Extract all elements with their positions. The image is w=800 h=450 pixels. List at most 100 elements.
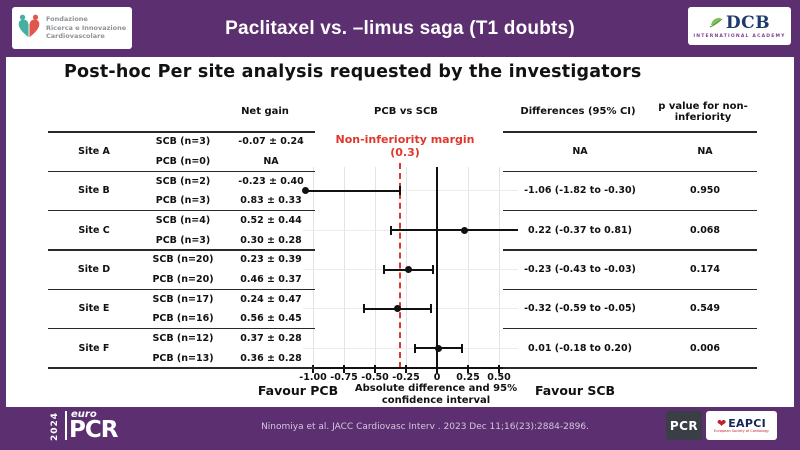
scb-net-gain: -0.07 ± 0.24	[238, 136, 304, 148]
scb-net-gain: -0.23 ± 0.40	[238, 175, 304, 187]
table-separator-left	[48, 327, 315, 330]
point-estimate-marker	[302, 187, 310, 195]
point-estimate-marker	[393, 305, 401, 313]
eapci-tagline: European Society of Cardiology	[714, 428, 769, 433]
fondazione-line1: Fondazione	[46, 15, 88, 24]
table-separator-right	[503, 131, 757, 133]
presentation-title: Paclitaxel vs. –limus saga (T1 doubts)	[225, 17, 575, 39]
ci-cap-left	[382, 265, 385, 275]
dcb-logo-text: DCB	[725, 13, 771, 33]
favour-pcb-label: Favour PCB	[257, 383, 339, 398]
table-separator-left	[48, 249, 315, 251]
table-separator-right	[503, 249, 757, 251]
x-axis-caption-line2: confidence interval	[381, 394, 491, 406]
non-inferiority-margin-text: Non-inferiority margin	[335, 133, 475, 146]
europcr-pcr-text: PCR	[69, 417, 118, 443]
x-axis-tick-label: -1.00	[299, 372, 327, 383]
x-axis-tick	[436, 365, 438, 373]
scb-net-gain: 0.37 ± 0.28	[240, 332, 302, 344]
x-axis-tick	[343, 365, 345, 373]
slide-title: Post-hoc Per site analysis requested by …	[64, 62, 642, 82]
table-separator-left	[48, 170, 315, 173]
gridline-vertical	[467, 167, 469, 368]
gridline-vertical	[498, 167, 500, 368]
pcb-group-label: PCB (n=0)	[155, 155, 211, 167]
scb-group-label: SCB (n=4)	[155, 214, 211, 226]
pcb-net-gain: 0.83 ± 0.33	[240, 195, 302, 207]
column-header-plot: PCB vs SCB	[374, 106, 438, 118]
gridline-vertical	[312, 167, 314, 368]
dcb-logo-subtitle: INTERNATIONAL ACADEMY	[693, 34, 786, 39]
europcr-logo: 2024 euro PCR	[50, 409, 140, 443]
point-estimate-marker	[460, 226, 468, 234]
eapci-heart-icon: ❤	[717, 416, 727, 430]
gridline-vertical	[374, 167, 376, 368]
site-label: Site B	[78, 185, 110, 197]
difference-value: NA	[572, 146, 588, 158]
x-axis-line	[303, 367, 520, 369]
p-value: 0.006	[689, 342, 721, 354]
favour-scb-label: Favour SCB	[534, 383, 616, 398]
scb-group-label: SCB (n=20)	[152, 254, 214, 266]
scb-group-label: SCB (n=2)	[155, 175, 211, 187]
fondazione-line2: Ricerca e Innovazione	[46, 23, 127, 32]
column-header-p-value: p value for non-inferiority	[658, 100, 748, 124]
eapci-logo-text: EAPCI	[728, 416, 766, 430]
table-separator-right	[503, 288, 757, 291]
table-separator-right	[503, 327, 757, 330]
fondazione-line3: Cardiovascolare	[46, 32, 105, 41]
site-label: Site F	[78, 342, 110, 354]
table-separator-right	[503, 209, 757, 212]
p-value: 0.174	[689, 264, 721, 276]
scb-group-label: SCB (n=12)	[152, 332, 214, 344]
p-value: 0.068	[689, 224, 721, 236]
header-bar	[0, 0, 800, 57]
eapci-logo: ❤ EAPCI European Society of Cardiology	[706, 411, 777, 440]
table-separator-left	[48, 367, 315, 369]
gridline-vertical	[343, 167, 345, 368]
europcr-euro-text: euro	[71, 409, 97, 420]
table-separator-left	[48, 288, 315, 291]
scb-group-label: SCB (n=17)	[152, 293, 214, 305]
x-axis-tick	[312, 365, 314, 373]
x-axis-tick-label: -0.25	[392, 372, 420, 383]
p-value: NA	[697, 146, 713, 158]
pcb-net-gain: 0.46 ± 0.37	[240, 273, 302, 285]
p-value: 0.549	[689, 303, 721, 315]
non-inferiority-margin-value: (0.3)	[390, 146, 420, 160]
difference-value: 0.22 (-0.37 to 0.81)	[528, 224, 632, 236]
pcb-net-gain: 0.36 ± 0.28	[240, 352, 302, 364]
pcr-logo: PCR	[666, 411, 702, 440]
x-axis-tick-label: 0.50	[487, 372, 511, 383]
pcb-net-gain: NA	[263, 155, 279, 167]
ci-cap-right	[398, 186, 401, 196]
scb-group-label: SCB (n=3)	[155, 136, 211, 148]
fondazione-logo-text: Fondazione Ricerca e Innovazione Cardiov…	[46, 15, 126, 40]
fondazione-heart-icon	[16, 13, 42, 43]
citation: Ninomiya et al. JACC Cardiovasc Interv .…	[261, 422, 589, 432]
pcb-group-label: PCB (n=3)	[155, 234, 211, 246]
table-separator-left	[48, 131, 315, 133]
x-axis-caption: Absolute difference and 95% confidence i…	[330, 383, 542, 406]
site-label: Site E	[78, 303, 110, 315]
ci-cap-left	[390, 225, 393, 235]
pcb-group-label: PCB (n=16)	[152, 313, 214, 325]
zero-line	[436, 167, 438, 368]
difference-value: -0.32 (-0.59 to -0.05)	[524, 303, 636, 315]
gridline-horizontal	[303, 190, 518, 192]
x-axis-tick-label: -0.50	[361, 372, 389, 383]
dcb-logo: DCB INTERNATIONAL ACADEMY	[688, 7, 791, 45]
scb-net-gain: 0.52 ± 0.44	[240, 214, 302, 226]
x-axis-tick-label: 0.25	[456, 372, 480, 383]
pcb-group-label: PCB (n=20)	[152, 273, 214, 285]
gridline-horizontal	[303, 347, 518, 349]
difference-value: -0.23 (-0.43 to -0.03)	[524, 264, 636, 276]
europcr-divider	[65, 411, 67, 440]
ci-cap-right	[432, 265, 435, 275]
pcb-net-gain: 0.56 ± 0.45	[240, 313, 302, 325]
ci-cap-left	[413, 343, 416, 353]
difference-value: 0.01 (-0.18 to 0.20)	[528, 342, 632, 354]
